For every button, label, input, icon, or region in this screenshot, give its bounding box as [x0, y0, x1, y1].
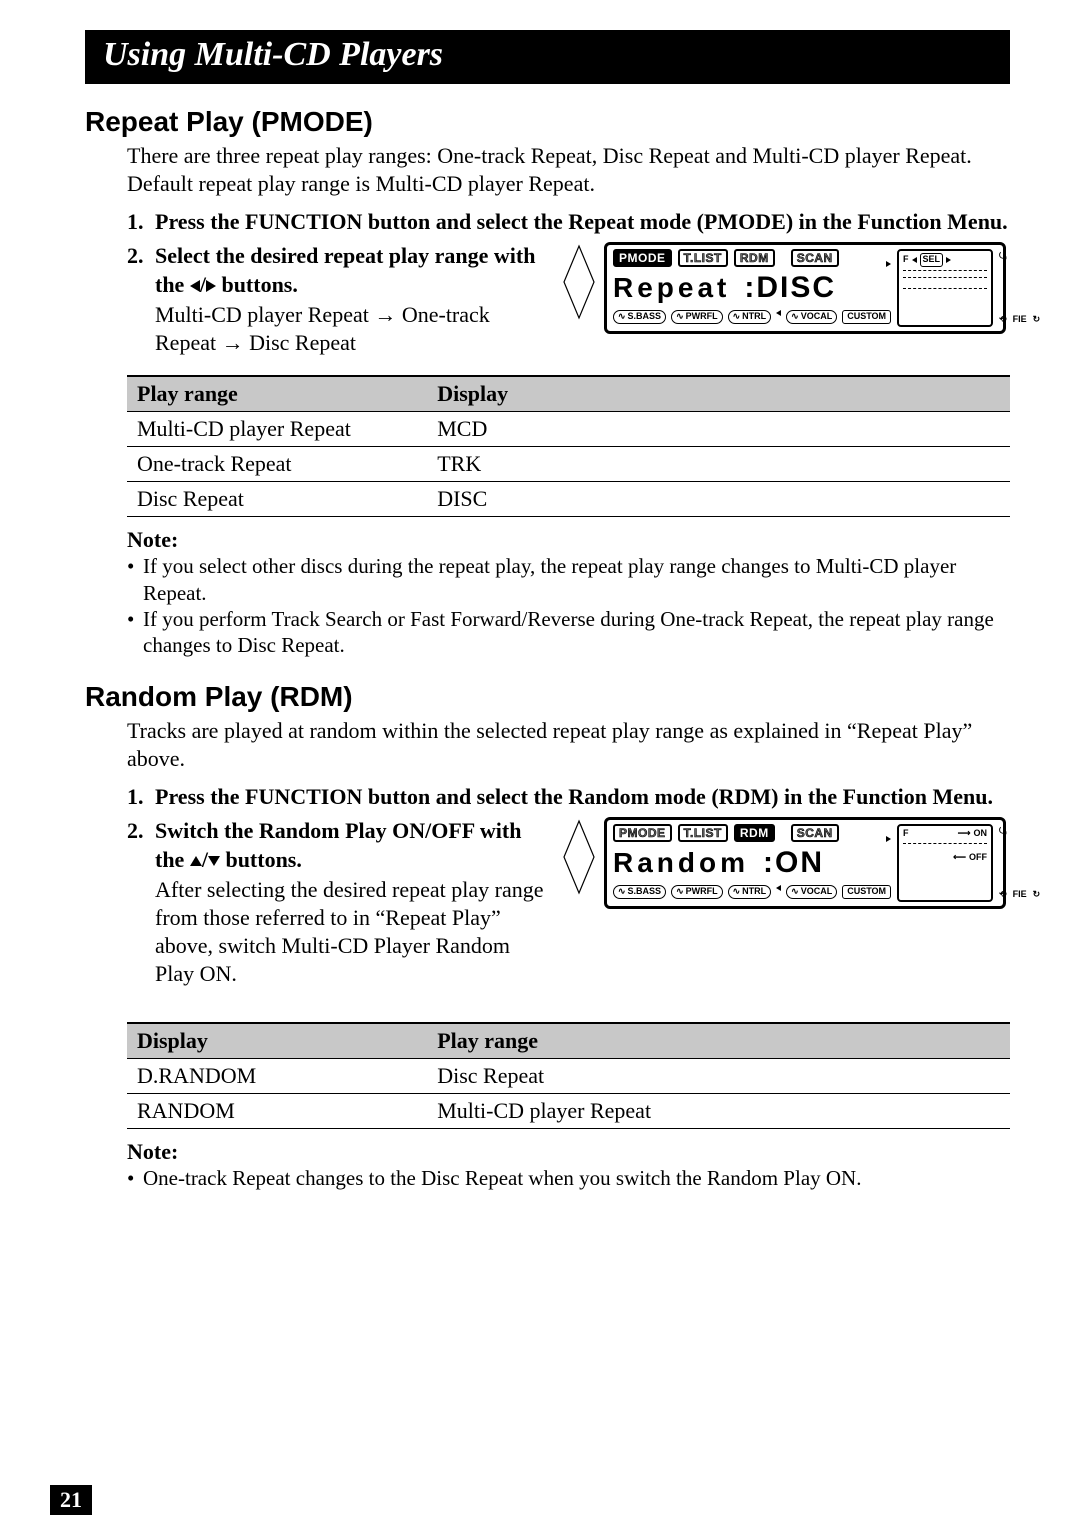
- lcd-tab: PMODE: [613, 249, 672, 267]
- lcd-side-dashes: [903, 281, 987, 289]
- step-text: Press the FUNCTION button and select the…: [155, 783, 993, 811]
- section-heading-rdm: Random Play (RDM): [85, 681, 1010, 713]
- rhombus-icon: [562, 242, 596, 322]
- lcd-display-pmode: PMODE T.LIST RDM SCAN Repeat :DISC ∿S.BA…: [562, 242, 1010, 334]
- step-number: 1.: [127, 208, 155, 236]
- lcd-custom-pill: CUSTOM: [842, 310, 891, 324]
- step-subtext: After selecting the desired repeat play …: [155, 876, 544, 989]
- lcd-main-text: Random :ON: [613, 844, 891, 882]
- table-header: Display: [127, 1023, 427, 1059]
- rdm-step-1: 1. Press the FUNCTION button and select …: [127, 783, 1010, 811]
- table-row: Multi-CD player RepeatMCD: [127, 412, 1010, 447]
- pmode-table: Play range Display Multi-CD player Repea…: [127, 375, 1010, 517]
- step-number: 1.: [127, 783, 155, 811]
- step-heading: Select the desired repeat play range wit…: [155, 242, 544, 298]
- lcd-eq-pill: ∿PWRFL: [671, 310, 723, 324]
- lcd-eq-pill: ∿NTRL: [728, 885, 772, 899]
- left-arrow-icon: [190, 272, 200, 297]
- pmode-step-1: 1. Press the FUNCTION button and select …: [127, 208, 1010, 236]
- lcd-tabs: PMODE T.LIST RDM SCAN: [613, 824, 891, 842]
- lcd-eq-pill: ∿S.BASS: [613, 310, 666, 324]
- step-number: 2.: [127, 817, 155, 988]
- lcd-tab: SCAN: [791, 249, 839, 267]
- lcd-side-dashes: [903, 843, 987, 849]
- note-item: One-track Repeat changes to the Disc Rep…: [143, 1165, 861, 1191]
- lcd-sel: SEL: [920, 253, 944, 267]
- lcd-right-col: ⤿ ⟲FIE↻: [999, 824, 1040, 902]
- lcd-eq-pill: ∿S.BASS: [613, 885, 666, 899]
- lcd-eq-pill: ∿VOCAL: [786, 885, 837, 899]
- lcd-tabs: PMODE T.LIST RDM SCAN: [613, 249, 891, 267]
- step-text: Press the FUNCTION button and select the…: [155, 208, 1008, 236]
- sel-left-icon: [912, 257, 917, 263]
- rdm-table: Display Play range D.RANDOMDisc Repeat R…: [127, 1022, 1010, 1129]
- sel-right-icon: [946, 257, 951, 263]
- lcd-eq-pill: ∿PWRFL: [671, 885, 723, 899]
- left-caret-icon: [776, 310, 781, 316]
- chapter-title-bar: Using Multi-CD Players: [85, 30, 1010, 84]
- page-number: 21: [50, 1485, 92, 1515]
- lcd-right-col: ⤿ ⟲FIE↻: [999, 249, 1040, 327]
- rdm-intro: Tracks are played at random within the s…: [127, 717, 1010, 773]
- note-heading: Note:: [127, 527, 1010, 553]
- lcd-custom-pill: CUSTOM: [842, 885, 891, 899]
- table-row: D.RANDOMDisc Repeat: [127, 1059, 1010, 1094]
- lcd-bottom-row: ∿S.BASS ∿PWRFL ∿NTRL ∿VOCAL CUSTOM: [613, 885, 891, 899]
- up-arrow-icon: [190, 847, 202, 872]
- pmode-notes: •If you select other discs during the re…: [127, 553, 1010, 659]
- note-item: If you perform Track Search or Fast Forw…: [143, 606, 1010, 659]
- lcd-tab: RDM: [734, 824, 775, 842]
- down-arrow-icon: [208, 847, 220, 872]
- lcd-main-text: Repeat :DISC: [613, 269, 891, 307]
- section-heading-pmode: Repeat Play (PMODE): [85, 106, 1010, 138]
- lcd-side-panel: F⟶ON ⟵OFF: [897, 824, 993, 902]
- step-heading: Switch the Random Play ON/OFF with the /…: [155, 817, 544, 873]
- lcd-eq-pill: ∿NTRL: [728, 310, 772, 324]
- lcd-side-dashes: [903, 270, 987, 278]
- pmode-step-2: 2. Select the desired repeat play range …: [127, 242, 1010, 357]
- table-row: One-track RepeatTRK: [127, 447, 1010, 482]
- lcd-tab: T.LIST: [678, 249, 728, 267]
- note-item: If you select other discs during the rep…: [143, 553, 1010, 606]
- lcd-tab: RDM: [734, 249, 775, 267]
- table-header: Play range: [127, 376, 427, 412]
- lcd-eq-pill: ∿VOCAL: [786, 310, 837, 324]
- lcd-bottom-row: ∿S.BASS ∿PWRFL ∿NTRL ∿VOCAL CUSTOM: [613, 310, 891, 324]
- table-row: Disc RepeatDISC: [127, 482, 1010, 517]
- left-caret-icon: [776, 885, 781, 891]
- note-heading: Note:: [127, 1139, 1010, 1165]
- step-number: 2.: [127, 242, 155, 357]
- scroll-right-icon: [886, 836, 891, 842]
- right-arrow-icon: [206, 272, 216, 297]
- rdm-step-2: 2. Switch the Random Play ON/OFF with th…: [127, 817, 1010, 988]
- step-subtext: Multi-CD player Repeat → One-track Repea…: [155, 301, 544, 357]
- table-header: Play range: [427, 1023, 1010, 1059]
- rhombus-icon: [562, 817, 596, 897]
- lcd-tab: T.LIST: [678, 824, 728, 842]
- rdm-notes: •One-track Repeat changes to the Disc Re…: [127, 1165, 1010, 1191]
- scroll-right-icon: [886, 261, 891, 267]
- table-header: Display: [427, 376, 1010, 412]
- lcd-side-panel: F SEL: [897, 249, 993, 327]
- lcd-display-rdm: PMODE T.LIST RDM SCAN Random :ON ∿S.BASS: [562, 817, 1010, 909]
- lcd-tab: SCAN: [791, 824, 839, 842]
- pmode-intro: There are three repeat play ranges: One-…: [127, 142, 1010, 198]
- table-row: RANDOMMulti-CD player Repeat: [127, 1094, 1010, 1129]
- lcd-tab: PMODE: [613, 824, 672, 842]
- chapter-title: Using Multi-CD Players: [103, 36, 443, 73]
